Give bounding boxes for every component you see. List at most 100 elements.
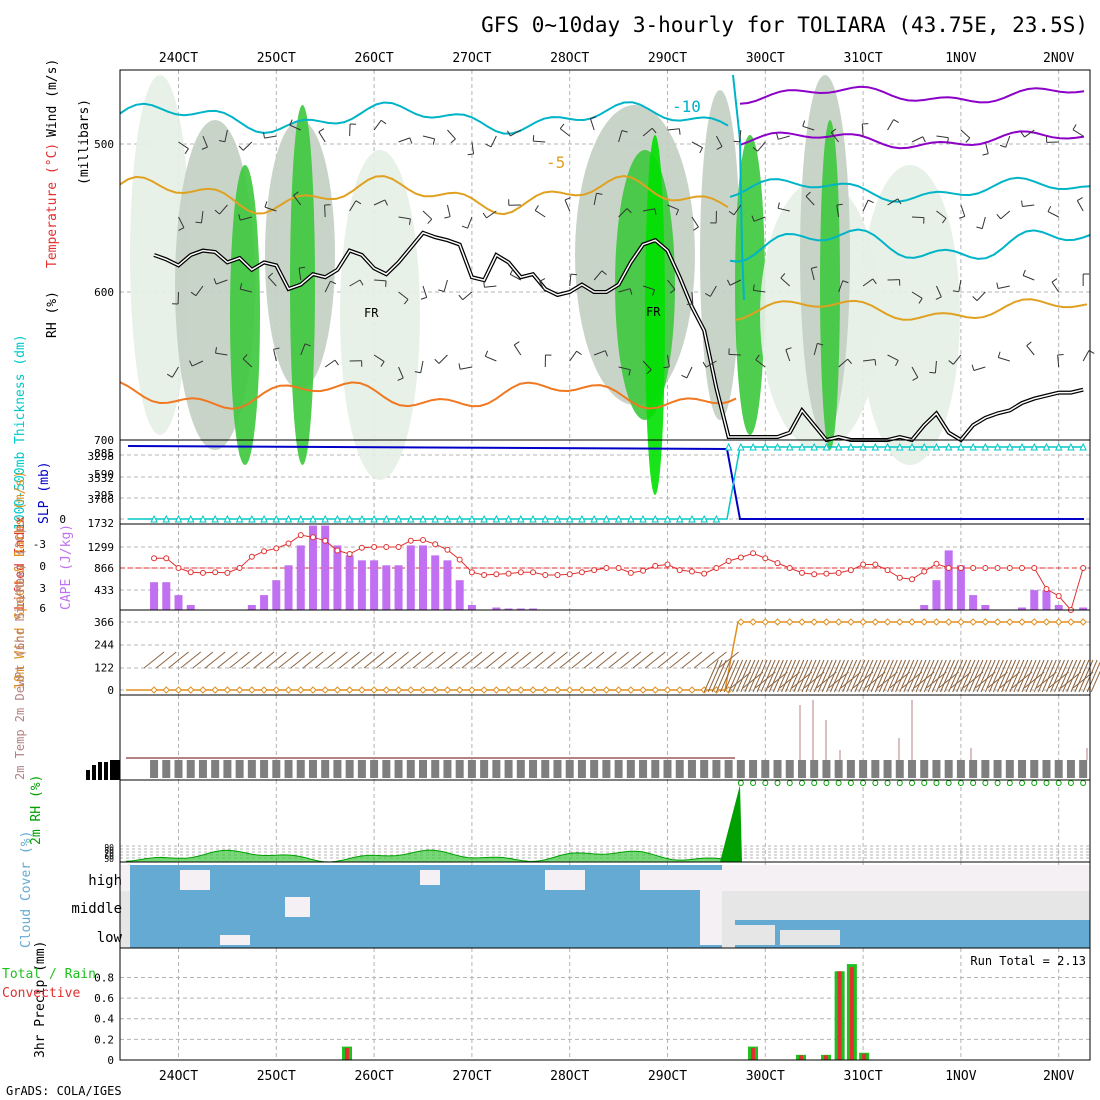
wind-speed-marker bbox=[1067, 618, 1075, 626]
temp-contour-cold bbox=[739, 130, 1085, 150]
thickness-marker bbox=[675, 514, 684, 523]
wind-barb-10m bbox=[1070, 659, 1086, 693]
thickness-marker bbox=[944, 442, 953, 451]
wind-speed-marker bbox=[358, 686, 366, 694]
cape-bar bbox=[981, 605, 990, 610]
date-tick-bottom: 26OCT bbox=[355, 1069, 394, 1084]
wind-barb bbox=[420, 296, 427, 300]
temp2m-bar bbox=[663, 760, 672, 778]
wind-barb bbox=[667, 354, 670, 367]
wind-barb-10m bbox=[801, 659, 817, 693]
wind-barb bbox=[621, 129, 628, 133]
wind-speed-marker bbox=[529, 686, 537, 694]
wind-speed-marker bbox=[883, 618, 892, 626]
wind-barb-10m bbox=[706, 651, 727, 669]
wind-speed-marker bbox=[676, 686, 684, 694]
cloud-gap bbox=[780, 930, 840, 945]
wind-barb-10m bbox=[351, 651, 373, 669]
lifted-index-point bbox=[713, 565, 720, 571]
rh-shading bbox=[230, 165, 260, 465]
temp2m-bar bbox=[590, 760, 599, 778]
date-tick-top: 27OCT bbox=[452, 51, 491, 66]
panel-frame bbox=[119, 439, 1091, 525]
temp2m-bar bbox=[602, 760, 611, 778]
lifted-index-point bbox=[884, 567, 891, 574]
wind-barb bbox=[593, 350, 606, 356]
wind-barb bbox=[936, 210, 947, 219]
temp2m-bar bbox=[321, 760, 330, 778]
lifted-index-point bbox=[151, 555, 158, 562]
wind-barb bbox=[564, 199, 571, 212]
wind-barb bbox=[912, 377, 919, 381]
wind-barb bbox=[490, 135, 497, 148]
wind-barb-10m bbox=[913, 671, 935, 689]
wind-barb-10m bbox=[992, 659, 1008, 693]
wind-barb bbox=[862, 199, 869, 212]
wind-barb-10m bbox=[915, 659, 931, 693]
wind-barb-10m bbox=[911, 659, 927, 693]
cloud-layer-label: low bbox=[97, 930, 123, 946]
lifted-index-point bbox=[750, 550, 757, 557]
thickness-marker bbox=[785, 442, 794, 451]
wind-barb bbox=[702, 361, 707, 368]
run-total-label: Run Total = 2.13 bbox=[970, 954, 1086, 968]
wind-barb bbox=[293, 191, 299, 196]
lifted-index-point bbox=[395, 544, 402, 550]
wind-barb bbox=[911, 366, 919, 378]
wind-barb bbox=[830, 128, 837, 133]
wind-speed-marker bbox=[235, 686, 244, 694]
thickness-marker bbox=[186, 514, 195, 523]
wind-speed-marker bbox=[957, 618, 965, 626]
lifted-index-point bbox=[199, 569, 206, 576]
wind-barb-10m bbox=[960, 659, 976, 693]
wind-barb bbox=[922, 136, 926, 143]
wind-barb bbox=[998, 357, 1010, 362]
wind-speed-marker bbox=[297, 686, 305, 694]
wind-barb bbox=[1020, 131, 1025, 138]
wind-barb-10m bbox=[547, 651, 568, 669]
wind-barb bbox=[887, 354, 899, 361]
wind-barb bbox=[408, 218, 411, 225]
wind-barb-10m bbox=[865, 671, 886, 689]
cape-bar bbox=[516, 608, 525, 610]
rh-shading bbox=[130, 75, 190, 435]
wind-barb bbox=[471, 141, 475, 154]
wind-barb-10m bbox=[964, 659, 980, 693]
wind-barb bbox=[304, 343, 311, 347]
temp2m-bar bbox=[785, 760, 794, 778]
wind-speed-marker bbox=[688, 686, 696, 694]
wind-barb bbox=[460, 366, 472, 370]
lifted-index-point bbox=[1055, 593, 1062, 599]
wind-barb bbox=[948, 360, 954, 365]
wind-barb bbox=[318, 131, 326, 143]
wind-barb bbox=[380, 119, 387, 125]
wind-barb bbox=[467, 216, 473, 229]
date-tick-bottom: 31OCT bbox=[844, 1069, 883, 1084]
cape-bar bbox=[1042, 590, 1051, 610]
wind-barb bbox=[739, 129, 742, 142]
temp2m-bar bbox=[247, 760, 256, 778]
thickness-marker bbox=[284, 514, 293, 523]
wind-barb bbox=[861, 123, 864, 137]
slp-tick: 885 bbox=[94, 447, 114, 460]
temp2m-bar bbox=[162, 760, 171, 778]
date-tick-bottom: 24OCT bbox=[159, 1069, 198, 1084]
wind-barb bbox=[802, 120, 806, 127]
wind-barb bbox=[422, 135, 435, 140]
wind-barb bbox=[874, 359, 877, 366]
wind-barb-10m bbox=[693, 651, 715, 669]
wind-barb-10m bbox=[767, 671, 788, 689]
thickness-marker bbox=[627, 514, 635, 523]
temp2m-bar bbox=[577, 760, 586, 778]
thickness-marker bbox=[981, 442, 990, 451]
wind-barb bbox=[934, 360, 937, 373]
wind-barb bbox=[467, 153, 474, 156]
wind-barb bbox=[1047, 211, 1059, 218]
wind-barb-10m bbox=[1048, 671, 1070, 689]
wind-barb bbox=[485, 355, 497, 362]
lifted-index-point bbox=[615, 565, 622, 571]
cape-bar bbox=[1018, 607, 1027, 610]
lifted-index-point bbox=[640, 567, 647, 574]
wind-barb-10m bbox=[143, 651, 165, 669]
temp2m-legend-bar bbox=[86, 770, 90, 780]
